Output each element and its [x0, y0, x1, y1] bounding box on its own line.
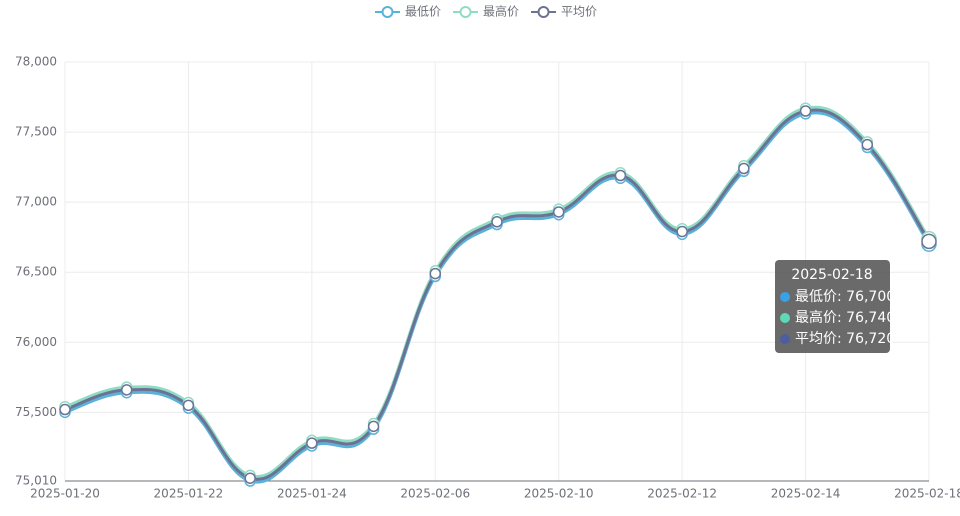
tooltip: 2025-02-18 最低价: 76,700 最高价: 76,740 平均价: 76,… [775, 260, 895, 353]
point-marker [676, 225, 688, 238]
point-marker [921, 233, 937, 250]
point-marker [367, 420, 380, 433]
point-marker [429, 267, 442, 280]
point-marker [120, 384, 133, 396]
legend-label: 最高价 [483, 4, 519, 19]
point-marker [306, 437, 318, 449]
tooltip-row: 平均价: 76,720 [795, 331, 895, 347]
legend-icon-dot [537, 6, 550, 18]
point-marker [244, 472, 256, 484]
y-tick-label: 77,000 [15, 195, 57, 209]
tooltip-box [775, 260, 890, 353]
y-tick-label: 78,000 [15, 55, 57, 69]
y-tick-label: 76,000 [15, 335, 57, 349]
legend: 最低价 最高价 平均价 [375, 4, 597, 19]
tooltip-dot [780, 313, 790, 323]
point-marker [59, 403, 71, 416]
x-tick-label: 2025-01-24 [277, 487, 347, 501]
x-tick-label: 2025-02-12 [647, 487, 717, 501]
legend-icon-dot [459, 6, 472, 18]
point-marker [552, 206, 565, 218]
tooltip-row: 最低价: 76,700 [795, 289, 895, 305]
tooltip-dot [780, 292, 790, 302]
point-marker [738, 162, 750, 175]
y-tick-label: 75,500 [15, 405, 57, 419]
tooltip-title: 2025-02-18 [791, 267, 872, 283]
point-marker [182, 399, 195, 412]
y-tick-label: 77,500 [15, 125, 57, 139]
legend-icon-dot [381, 6, 394, 18]
legend-label: 最低价 [405, 5, 441, 19]
x-tick-label: 2025-02-10 [524, 487, 594, 501]
x-tick-label: 2025-02-18 [894, 487, 960, 501]
point-marker [799, 105, 812, 117]
tooltip-dot [780, 334, 790, 344]
y-tick-label: 75,010 [15, 474, 57, 488]
x-tick-label: 2025-01-22 [154, 487, 224, 501]
point-marker [491, 216, 503, 228]
legend-label: 平均价 [561, 5, 597, 19]
y-tick-label: 76,500 [15, 265, 57, 279]
x-tick-label: 2025-02-14 [771, 487, 841, 501]
tooltip-row: 最高价: 76,740 [795, 309, 895, 326]
point-marker [614, 169, 627, 182]
x-tick-label: 2025-02-06 [400, 487, 470, 501]
x-tick-label: 2025-01-20 [30, 487, 100, 501]
point-marker [861, 138, 874, 151]
